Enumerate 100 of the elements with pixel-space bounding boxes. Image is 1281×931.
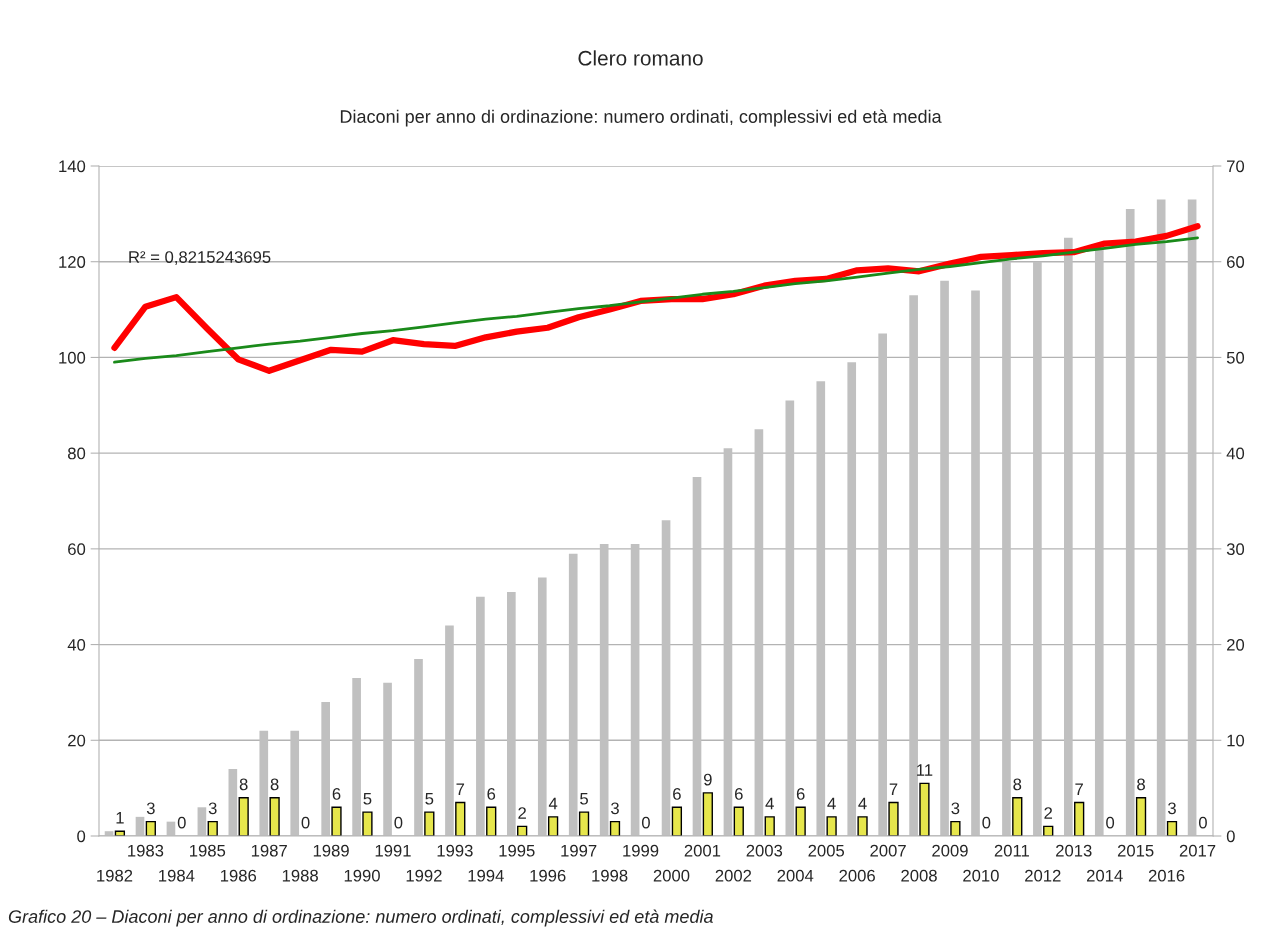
bar (537, 577, 547, 836)
x-tick-label: 2005 (808, 844, 845, 857)
bar (702, 792, 713, 836)
x-tick-label: 2012 (1025, 869, 1061, 882)
bar (847, 362, 857, 836)
data-label: 6 (673, 788, 681, 800)
data-label: 3 (611, 802, 619, 815)
x-tick-label: 2015 (1117, 844, 1154, 857)
data-label: 3 (208, 802, 217, 815)
bar (197, 807, 207, 836)
x-tick-label: 1985 (190, 844, 226, 857)
bar (1187, 199, 1197, 836)
bar (145, 820, 156, 836)
data-label: 8 (1013, 778, 1022, 791)
bar (269, 797, 280, 836)
bar (476, 596, 485, 836)
x-tick-label: 2003 (746, 844, 783, 857)
y-tick-label: 0 (77, 830, 86, 843)
bar (1064, 237, 1073, 836)
data-label: 11 (917, 764, 933, 776)
data-label: 2 (1044, 807, 1053, 819)
bar (486, 806, 497, 836)
y2-tick-label: 20 (1227, 638, 1245, 651)
bar (414, 658, 423, 836)
x-tick-label: 1982 (97, 869, 133, 882)
data-label: 7 (889, 783, 898, 795)
x-tick-label: 2013 (1056, 844, 1092, 857)
data-label: 0 (1198, 816, 1207, 829)
bar (950, 820, 961, 836)
bar (352, 678, 361, 836)
x-tick-label: 2016 (1148, 869, 1185, 882)
chart-title: Clero romano (578, 50, 703, 66)
x-tick-label: 2007 (870, 844, 906, 857)
data-label: 5 (425, 792, 434, 805)
bar (599, 544, 609, 836)
data-label: 4 (827, 797, 836, 810)
data-label: 3 (1168, 802, 1176, 815)
bar (1166, 820, 1178, 836)
data-label: 9 (703, 773, 712, 786)
bar (816, 381, 826, 836)
text: Grafico 20 – Diaconi per anno di ordinazione: numero ordinati, complessivi ed età media (8, 909, 713, 927)
data-label: 0 (1106, 816, 1115, 829)
annotation: R² = 0,8215243695 (129, 251, 271, 265)
x-tick-label: 2006 (839, 869, 875, 882)
bar (1135, 797, 1147, 836)
data-label: 3 (146, 802, 155, 815)
x-tick-label: 2002 (715, 869, 752, 882)
bar (1125, 209, 1135, 836)
data-label: 8 (239, 778, 248, 791)
bar (507, 591, 516, 836)
x-tick-label: 1992 (406, 869, 442, 882)
data-label: 6 (332, 788, 341, 800)
data-label: 4 (858, 797, 867, 810)
bar (1074, 801, 1085, 836)
bar (661, 520, 671, 836)
data-label: 7 (1075, 783, 1083, 795)
bar (723, 448, 733, 836)
data-label: 0 (641, 816, 650, 829)
bar (754, 429, 764, 836)
bar (919, 782, 930, 836)
data-label: 6 (796, 788, 805, 800)
data-label: 4 (765, 797, 774, 810)
x-tick-label: 2010 (963, 869, 999, 882)
chart-subtitle: Diaconi per anno di ordinazione: numero ordinati, complessivi ed età media (340, 109, 942, 127)
x-tick-label: 1989 (313, 844, 349, 857)
x-tick-label: 1999 (623, 844, 659, 857)
bar (888, 801, 899, 836)
data-label: 5 (580, 792, 588, 805)
bar (971, 290, 980, 836)
bar (362, 811, 373, 836)
y-tick-label: 60 (68, 543, 86, 556)
x-tick-label: 2008 (901, 869, 937, 882)
bar (207, 820, 218, 836)
bar (445, 625, 454, 836)
data-label: 6 (734, 788, 743, 800)
data-label: 0 (982, 816, 991, 829)
y2-tick-label: 30 (1226, 543, 1245, 556)
x-tick-label: 2004 (777, 869, 814, 882)
bar (733, 806, 744, 836)
data-label: 6 (487, 788, 496, 800)
bar (568, 553, 578, 836)
bar (1156, 199, 1166, 836)
bar (764, 816, 775, 836)
x-tick-label: 1998 (592, 869, 628, 882)
bar (455, 801, 466, 836)
bar (547, 816, 559, 836)
data-label: 0 (394, 816, 403, 829)
x-tick-label: 1988 (282, 869, 318, 882)
x-tick-label: 1993 (437, 844, 473, 857)
y-tick-label: 120 (59, 256, 86, 268)
x-tick-label: 1991 (375, 844, 411, 857)
bar (826, 816, 837, 836)
bar (228, 769, 238, 836)
data-label: 0 (177, 816, 186, 829)
data-label: 1 (116, 812, 124, 824)
bar (692, 477, 702, 836)
x-tick-label: 2001 (684, 844, 721, 857)
x-tick-label: 2017 (1179, 844, 1216, 857)
y2-tick-label: 0 (1226, 830, 1235, 843)
x-tick-label: 1987 (251, 844, 287, 857)
